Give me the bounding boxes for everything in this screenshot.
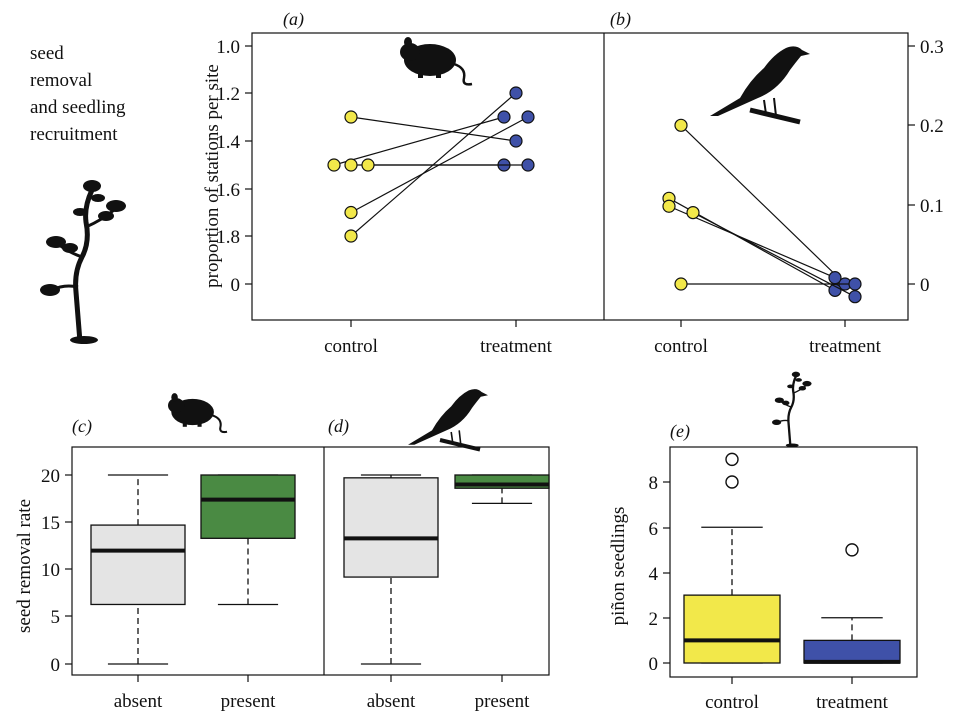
treatment-point: [509, 134, 523, 148]
pinyon-tree-icon: [40, 180, 126, 344]
y-tick-label: 4: [649, 564, 659, 585]
boxplot-d: [343, 474, 550, 665]
iqr-box: [803, 639, 901, 664]
treatment-point: [521, 158, 535, 172]
x-axis-cd-ticks: [137, 675, 503, 682]
bird-icon: [408, 389, 488, 449]
y-axis-b-ticks: [908, 45, 915, 285]
x-axis-e-ticks: [731, 677, 853, 684]
y-tick-label: 1.0: [216, 37, 240, 58]
x-tick-label: absent: [114, 691, 163, 712]
box-panel-e-frame: [669, 446, 918, 678]
y-tick-label: 2: [649, 609, 659, 630]
control-point: [344, 158, 358, 172]
control-point: [344, 205, 358, 220]
y-axis-label: piñon seedlings: [608, 507, 629, 626]
y-axis-e-ticks: [663, 481, 670, 664]
treatment-point: [848, 290, 862, 304]
pair-line: [680, 124, 846, 285]
top-panel-frame: [251, 32, 909, 321]
bird-icon: [710, 46, 810, 122]
control-point: [674, 118, 688, 132]
y-tick-label: 0: [649, 654, 659, 675]
y-tick-label: 5: [51, 607, 61, 628]
treatment-point: [521, 110, 535, 124]
pair-line: [692, 212, 856, 298]
pair-line: [333, 116, 505, 166]
y-tick-label: 1.6: [216, 180, 240, 201]
y-axis-c-ticks: [65, 474, 72, 665]
side-label-line: and seedling: [30, 97, 126, 118]
y-tick-label: 0.1: [920, 196, 944, 217]
panel-label-c: (c): [72, 416, 92, 437]
treatment-point: [828, 271, 842, 285]
y-axis-label: proportion of stations per site: [202, 64, 223, 288]
x-tick-label: treatment: [816, 692, 888, 713]
panel-label-d: (d): [328, 416, 349, 437]
outlier-point: [725, 475, 739, 489]
y-tick-label: 15: [41, 513, 60, 534]
x-axis-top-ticks: [350, 320, 846, 327]
x-tick-label: treatment: [809, 336, 881, 357]
treatment-point: [497, 110, 511, 124]
iqr-box: [90, 524, 186, 606]
x-tick-label: present: [475, 691, 531, 712]
y-tick-label: 0: [920, 275, 930, 296]
y-axis-a-ticks: [245, 45, 252, 285]
side-label-line: removal: [30, 70, 93, 91]
iqr-box: [683, 594, 781, 664]
control-point: [344, 229, 358, 243]
x-tick-label: control: [324, 336, 378, 357]
pair-line: [668, 205, 836, 279]
boxplot-c: [90, 474, 296, 665]
x-tick-label: control: [705, 692, 759, 713]
outlier-point: [725, 452, 739, 467]
treatment-point: [848, 277, 862, 291]
panel-label-a: (a): [283, 9, 304, 30]
x-tick-label: treatment: [480, 336, 552, 357]
iqr-box: [343, 477, 439, 578]
panel-label-b: (b): [610, 9, 631, 30]
control-point: [344, 110, 358, 124]
y-tick-label: 10: [41, 560, 60, 581]
y-tick-label: 0.2: [920, 116, 944, 137]
control-point: [361, 158, 375, 172]
control-point: [327, 158, 341, 172]
y-tick-label: 1.4: [216, 132, 240, 153]
pair-line: [350, 92, 517, 237]
x-tick-label: control: [654, 336, 708, 357]
pair-line: [350, 116, 517, 142]
control-point: [686, 206, 700, 220]
paired-points-a: [327, 86, 535, 243]
y-tick-label: 1.2: [216, 84, 240, 105]
side-label-line: recruitment: [30, 124, 118, 145]
y-tick-label: 20: [41, 466, 60, 487]
y-tick-label: 0: [231, 275, 241, 296]
x-tick-label: absent: [367, 691, 416, 712]
iqr-box: [200, 474, 296, 539]
x-tick-label: present: [221, 691, 277, 712]
y-tick-label: 1.8: [216, 227, 240, 248]
control-point: [662, 199, 676, 213]
rodent-icon: [166, 392, 229, 434]
boxplot-e: [683, 452, 901, 664]
control-point: [674, 277, 688, 291]
rodent-icon: [398, 35, 474, 86]
treatment-point: [509, 86, 523, 100]
side-label-line: seed: [30, 43, 64, 64]
box-panel-cd-frame: [71, 446, 550, 676]
y-tick-label: 0.3: [920, 37, 944, 58]
y-axis-label: seed removal rate: [14, 499, 35, 633]
pinyon-tree-icon: [770, 370, 813, 449]
paired-points-b: [662, 118, 862, 304]
panel-label-e: (e): [670, 421, 690, 442]
y-tick-label: 8: [649, 473, 659, 494]
side-label: seed removal and seedling recruitment: [30, 40, 126, 148]
y-tick-label: 6: [649, 519, 659, 540]
pair-line: [350, 116, 529, 214]
outlier-point: [845, 543, 859, 557]
y-tick-label: 0: [51, 655, 61, 676]
